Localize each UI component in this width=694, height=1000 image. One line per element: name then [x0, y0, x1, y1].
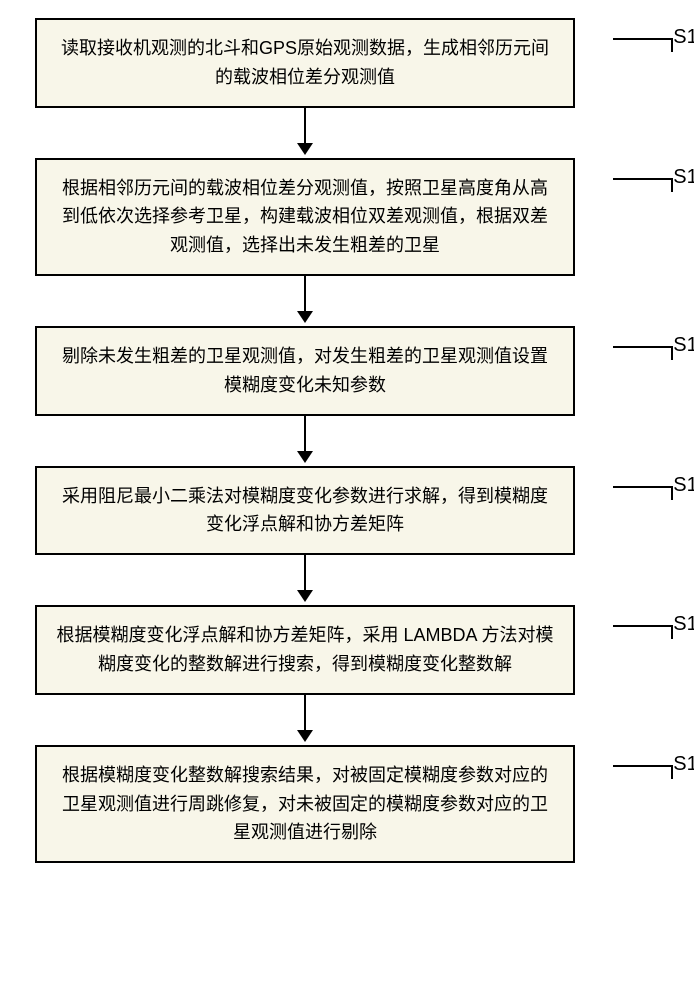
step-label: S106 [673, 753, 694, 776]
label-connector [613, 346, 673, 360]
step-label: S104 [673, 474, 694, 497]
label-connector [613, 38, 673, 52]
step-text: 读取接收机观测的北斗和GPS原始观测数据，生成相邻历元间的载波相位差分观测值 [61, 38, 549, 87]
label-connector [613, 625, 673, 639]
arrow [35, 108, 575, 158]
step-s102: 根据相邻历元间的载波相位差分观测值，按照卫星高度角从高到低依次选择参考卫星，构建… [35, 158, 655, 276]
arrow-head-icon [297, 143, 313, 155]
step-text: 根据模糊度变化整数解搜索结果，对被固定模糊度参数对应的卫星观测值进行周跳修复，对… [62, 765, 548, 843]
arrow-line [304, 416, 306, 454]
arrow [35, 276, 575, 326]
step-s101: 读取接收机观测的北斗和GPS原始观测数据，生成相邻历元间的载波相位差分观测值 S… [35, 18, 655, 108]
step-text: 剔除未发生粗差的卫星观测值，对发生粗差的卫星观测值设置模糊度变化未知参数 [62, 346, 548, 395]
step-label: S102 [673, 166, 694, 189]
step-box: 读取接收机观测的北斗和GPS原始观测数据，生成相邻历元间的载波相位差分观测值 [35, 18, 575, 108]
step-text: 根据相邻历元间的载波相位差分观测值，按照卫星高度角从高到低依次选择参考卫星，构建… [62, 178, 548, 256]
label-connector [613, 178, 673, 192]
arrow-line [304, 108, 306, 146]
step-s104: 采用阻尼最小二乘法对模糊度变化参数进行求解，得到模糊度变化浮点解和协方差矩阵 S… [35, 466, 655, 556]
step-box: 根据相邻历元间的载波相位差分观测值，按照卫星高度角从高到低依次选择参考卫星，构建… [35, 158, 575, 276]
label-connector [613, 765, 673, 779]
step-label: S101 [673, 26, 694, 49]
arrow [35, 416, 575, 466]
step-box: 根据模糊度变化整数解搜索结果，对被固定模糊度参数对应的卫星观测值进行周跳修复，对… [35, 745, 575, 863]
arrow [35, 695, 575, 745]
flowchart-container: 读取接收机观测的北斗和GPS原始观测数据，生成相邻历元间的载波相位差分观测值 S… [35, 18, 655, 863]
arrow-line [304, 695, 306, 733]
step-box: 剔除未发生粗差的卫星观测值，对发生粗差的卫星观测值设置模糊度变化未知参数 [35, 326, 575, 416]
arrow-head-icon [297, 311, 313, 323]
step-text: 采用阻尼最小二乘法对模糊度变化参数进行求解，得到模糊度变化浮点解和协方差矩阵 [62, 486, 548, 535]
step-label: S105 [673, 613, 694, 636]
arrow-head-icon [297, 451, 313, 463]
step-box: 采用阻尼最小二乘法对模糊度变化参数进行求解，得到模糊度变化浮点解和协方差矩阵 [35, 466, 575, 556]
arrow-line [304, 276, 306, 314]
step-text: 根据模糊度变化浮点解和协方差矩阵，采用 LAMBDA 方法对模糊度变化的整数解进… [56, 625, 553, 674]
step-s103: 剔除未发生粗差的卫星观测值，对发生粗差的卫星观测值设置模糊度变化未知参数 S10… [35, 326, 655, 416]
step-label: S103 [673, 334, 694, 357]
arrow-line [304, 555, 306, 593]
arrow-head-icon [297, 590, 313, 602]
arrow [35, 555, 575, 605]
step-s105: 根据模糊度变化浮点解和协方差矩阵，采用 LAMBDA 方法对模糊度变化的整数解进… [35, 605, 655, 695]
step-s106: 根据模糊度变化整数解搜索结果，对被固定模糊度参数对应的卫星观测值进行周跳修复，对… [35, 745, 655, 863]
label-connector [613, 486, 673, 500]
step-box: 根据模糊度变化浮点解和协方差矩阵，采用 LAMBDA 方法对模糊度变化的整数解进… [35, 605, 575, 695]
arrow-head-icon [297, 730, 313, 742]
